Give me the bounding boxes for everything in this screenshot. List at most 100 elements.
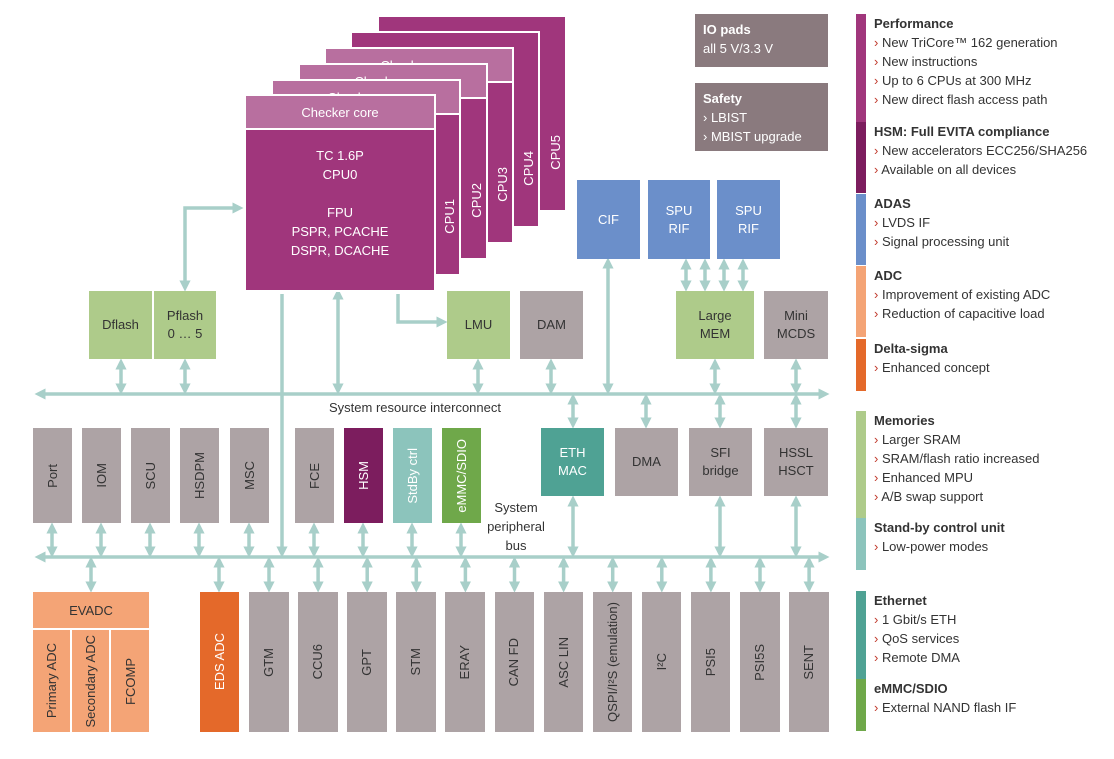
block-label: SCU xyxy=(142,461,158,490)
checker-core: Checker core xyxy=(246,96,434,130)
legend-item: SRAM/flash ratio increased xyxy=(874,449,1106,468)
evadc-sub-block: FCOMP xyxy=(111,630,149,732)
block-stdby: StdBy ctrl xyxy=(393,428,432,523)
legend-item: Improvement of existing ADC xyxy=(874,285,1106,304)
legend-title: Delta-sigma xyxy=(874,341,948,356)
block-sfi: SFI bridge xyxy=(689,428,752,496)
block-label: SFI bridge xyxy=(702,445,739,478)
block-label: Dflash xyxy=(102,317,139,333)
legend-color-bar xyxy=(856,591,866,681)
legend-item: QoS services xyxy=(874,629,1106,648)
block-label: GPT xyxy=(359,648,375,676)
legend-section: HSM: Full EVITA compliance New accelerato… xyxy=(856,122,1106,193)
block-spu1: SPU RIF xyxy=(648,180,710,259)
block-stm: STM xyxy=(396,592,436,732)
block-label: STM xyxy=(408,648,424,676)
block-label: HSM xyxy=(355,461,371,490)
info-title: Safety xyxy=(703,91,743,106)
block-label: CAN FD xyxy=(506,637,522,687)
evadc-sub-block: Primary ADC xyxy=(33,630,72,732)
block-gtm: GTM xyxy=(249,592,289,732)
block-sent: SENT xyxy=(789,592,829,732)
block-label: Large MEM xyxy=(698,308,732,341)
block-largemem: Large MEM xyxy=(676,291,754,359)
block-spu2: SPU RIF xyxy=(717,180,780,259)
legend-section: ADAS LVDS IFSignal processing unit xyxy=(856,194,1106,265)
legend-title: Stand-by control unit xyxy=(874,520,1005,535)
legend-item: 1 Gbit/s ETH xyxy=(874,610,1106,629)
block-label: PSI5S xyxy=(751,643,767,681)
legend-item: Up to 6 CPUs at 300 MHz xyxy=(874,71,1106,90)
legend-color-bar xyxy=(856,122,866,193)
legend-section: Memories Larger SRAMSRAM/flash ratio incr… xyxy=(856,411,1106,520)
legend-color-bar xyxy=(856,339,866,391)
legend-item: New direct flash access path xyxy=(874,90,1106,109)
legend-section: PerformanceNew TriCore™ 162 generationNe… xyxy=(856,14,1106,123)
block-dam: DAM xyxy=(520,291,583,359)
legend-item: LVDS IF xyxy=(874,213,1106,232)
info-line: › LBIST xyxy=(703,110,748,125)
block-ccu6: CCU6 xyxy=(298,592,338,732)
block-edsadc: EDS ADC xyxy=(200,592,239,732)
block-fce: FCE xyxy=(295,428,334,523)
legend-color-bar xyxy=(856,679,866,731)
block-label: SPU RIF xyxy=(735,202,762,236)
block-label: ASC LIN xyxy=(555,636,571,688)
legend-section: Delta-sigma Enhanced concept xyxy=(856,339,1106,391)
block-lmu: LMU xyxy=(447,291,510,359)
legend-item: New instructions xyxy=(874,52,1106,71)
block-dflash: Dflash xyxy=(89,291,152,359)
block-dma: DMA xyxy=(615,428,678,496)
legend-title: eMMC/SDIO xyxy=(874,681,948,696)
cpu-label: CPU3 xyxy=(495,167,510,202)
block-port: Port xyxy=(33,428,72,523)
legend-title: Performance xyxy=(874,16,954,31)
legend-color-bar xyxy=(856,411,866,520)
block-label: DAM xyxy=(537,317,566,333)
cpu-label: CPU2 xyxy=(469,183,484,218)
info-line: › MBIST upgrade xyxy=(703,129,802,144)
legend-item: Available on all devices xyxy=(874,160,1106,179)
block-label: QSPI/I²S (emulation) xyxy=(604,602,620,722)
block-label: GTM xyxy=(260,647,276,677)
evadc-sub-label: Secondary ADC xyxy=(83,634,98,728)
legend-color-bar xyxy=(856,518,866,570)
cpu0-description: TC 1.6P CPU0 FPU PSPR, PCACHE DSPR, DCAC… xyxy=(290,148,390,258)
block-cif: CIF xyxy=(577,180,640,259)
block-i2c: I²C xyxy=(641,592,682,732)
legend-section: Stand-by control unit Low-power modes xyxy=(856,518,1106,570)
legend-item: New accelerators ECC256/SHA256 xyxy=(874,141,1106,160)
legend-item: Larger SRAM xyxy=(874,430,1106,449)
legend-title: Memories xyxy=(874,413,935,428)
block-emmc: eMMC/SDIO xyxy=(442,428,481,523)
legend-title: ADC xyxy=(874,268,903,283)
legend-color-bar xyxy=(856,14,866,123)
legend-item: Signal processing unit xyxy=(874,232,1106,251)
block-iom: IOM xyxy=(82,428,121,523)
block-hssl: HSSL HSCT xyxy=(764,428,828,496)
block-label: ETH MAC xyxy=(558,445,587,478)
legend-item: Enhanced MPU xyxy=(874,468,1106,487)
block-eth: ETH MAC xyxy=(541,428,604,496)
block-label: StdBy ctrl xyxy=(404,447,420,504)
block-label: PSI5 xyxy=(702,647,718,677)
sri-bus-label: System resource interconnect xyxy=(329,400,501,415)
block-label: SENT xyxy=(801,644,817,680)
block-canfd: CAN FD xyxy=(494,592,534,732)
cpu-label: CPU4 xyxy=(521,151,536,186)
legend-item: Low-power modes xyxy=(874,537,1106,556)
block-label: EDS ADC xyxy=(211,633,227,691)
block-label: HSSL HSCT xyxy=(778,445,814,478)
cpu-label: CPU1 xyxy=(442,199,457,234)
legend-color-bar xyxy=(856,194,866,265)
safety-box: Safety › LBIST › MBIST upgrade xyxy=(695,83,828,151)
block-eray: ERAY xyxy=(445,592,485,732)
block-label: CCU6 xyxy=(310,644,326,680)
block-label: FCE xyxy=(306,462,322,489)
legend-item: External NAND flash IF xyxy=(874,698,1106,717)
block-label: IOM xyxy=(93,463,109,488)
evadc-sub-label: Primary ADC xyxy=(44,643,59,719)
block-gpt: GPT xyxy=(347,592,387,732)
legend-title: HSM: Full EVITA compliance xyxy=(874,124,1050,139)
